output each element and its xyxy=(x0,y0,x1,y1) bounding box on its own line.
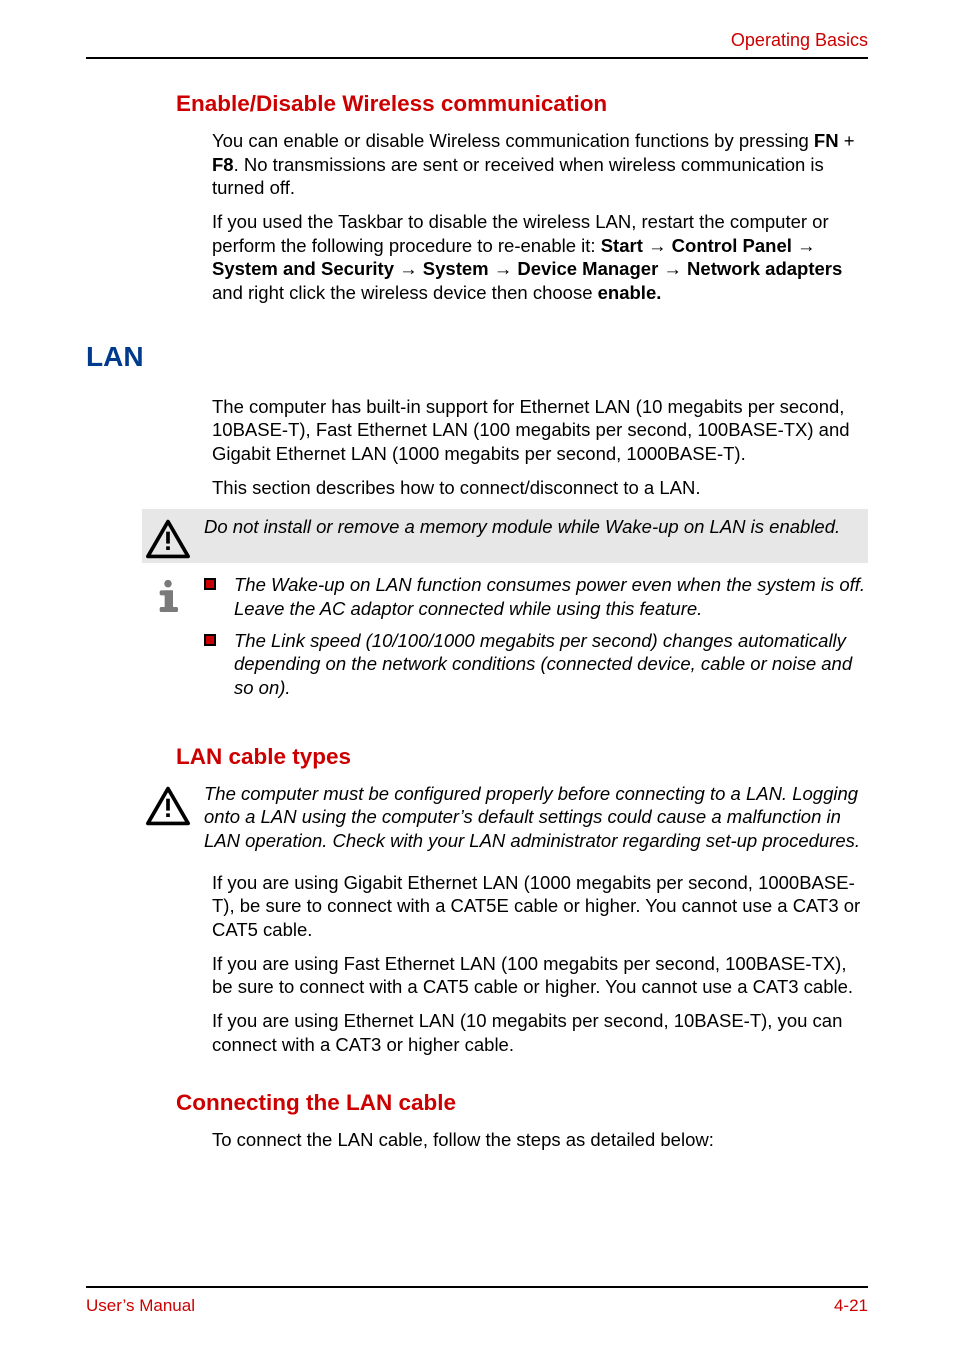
arrow-icon: → xyxy=(643,235,672,256)
header-section-link[interactable]: Operating Basics xyxy=(86,30,868,51)
info-bullet-1: The Wake-up on LAN function consumes pow… xyxy=(204,573,868,620)
text: You can enable or disable Wireless commu… xyxy=(212,130,814,151)
nav-system-security: System and Security xyxy=(212,258,394,279)
para-enable-2: If you used the Taskbar to disable the w… xyxy=(212,210,868,305)
callout-warning-2: The computer must be configured properly… xyxy=(146,782,868,861)
info-bullet-1-text: The Wake-up on LAN function consumes pow… xyxy=(234,573,868,620)
arrow-icon: → xyxy=(658,258,687,279)
nav-network-adapters: Network adapters xyxy=(687,258,842,279)
para-cable-3: If you are using Ethernet LAN (10 megabi… xyxy=(212,1009,868,1056)
info-bullet-2-text: The Link speed (10/100/1000 megabits per… xyxy=(234,629,868,700)
nav-device-manager: Device Manager xyxy=(517,258,658,279)
arrow-icon: → xyxy=(489,258,518,279)
body-lan-intro: The computer has built-in support for Et… xyxy=(212,395,868,500)
callout-warning-1: Do not install or remove a memory module… xyxy=(146,509,868,563)
text: and right click the wireless device then… xyxy=(212,282,598,303)
nav-system: System xyxy=(423,258,489,279)
footer-manual-label: User’s Manual xyxy=(86,1296,195,1316)
enable-word: enable. xyxy=(598,282,662,303)
para-cable-1: If you are using Gigabit Ethernet LAN (1… xyxy=(212,871,868,942)
para-cable-2: If you are using Fast Ethernet LAN (100 … xyxy=(212,952,868,999)
para-lan-1: The computer has built-in support for Et… xyxy=(212,395,868,466)
footer-page-number: 4-21 xyxy=(834,1296,868,1316)
body-cable-types: If you are using Gigabit Ethernet LAN (1… xyxy=(212,871,868,1057)
callout-info: The Wake-up on LAN function consumes pow… xyxy=(146,573,868,707)
heading-lan: LAN xyxy=(86,341,868,373)
warning-icon xyxy=(146,786,190,826)
key-fn: FN xyxy=(814,130,839,151)
info-bullet-2: The Link speed (10/100/1000 megabits per… xyxy=(204,629,868,700)
arrow-icon: → xyxy=(394,258,423,279)
bullet-square-icon xyxy=(204,634,216,646)
heading-connecting-lan: Connecting the LAN cable xyxy=(176,1090,868,1116)
arrow-icon: → xyxy=(792,235,816,256)
key-f8: F8 xyxy=(212,154,234,175)
text: . No transmissions are sent or received … xyxy=(212,154,824,199)
page-footer: User’s Manual 4-21 xyxy=(86,1286,868,1316)
footer-rule xyxy=(86,1286,868,1288)
heading-enable-wireless: Enable/Disable Wireless communication xyxy=(176,91,868,117)
page: Operating Basics Enable/Disable Wireless… xyxy=(0,0,954,1352)
para-lan-2: This section describes how to connect/di… xyxy=(212,476,868,500)
text: + xyxy=(839,130,855,151)
heading-lan-cable-types: LAN cable types xyxy=(176,744,868,770)
body-connecting-lan: To connect the LAN cable, follow the ste… xyxy=(212,1128,868,1152)
warning-icon xyxy=(146,519,190,559)
warning-text-2: The computer must be configured properly… xyxy=(204,782,868,853)
para-connect-1: To connect the LAN cable, follow the ste… xyxy=(212,1128,868,1152)
para-enable-1: You can enable or disable Wireless commu… xyxy=(212,129,868,200)
bullet-square-icon xyxy=(204,578,216,590)
nav-control-panel: Control Panel xyxy=(672,235,792,256)
header-rule xyxy=(86,57,868,59)
info-icon xyxy=(146,577,190,617)
nav-start: Start xyxy=(601,235,643,256)
warning-text-1: Do not install or remove a memory module… xyxy=(204,515,858,539)
body-enable-wireless: You can enable or disable Wireless commu… xyxy=(212,129,868,305)
